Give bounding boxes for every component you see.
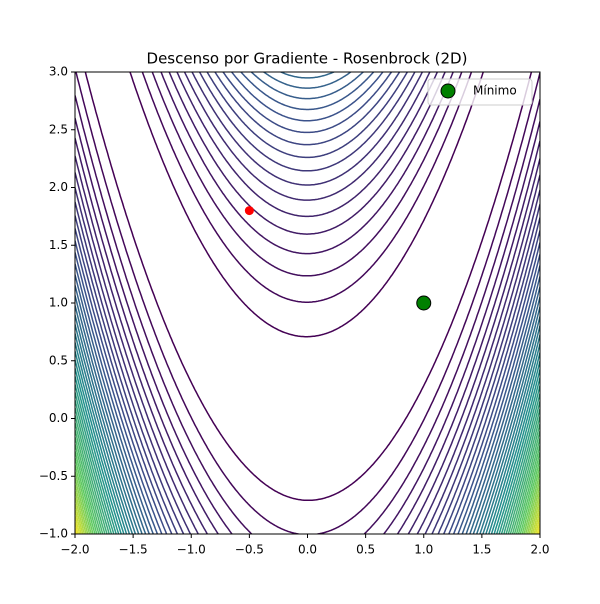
contour-line: [75, 415, 540, 534]
contour-line: [75, 252, 540, 534]
contour-line: [75, 240, 540, 534]
contour-line: [250, 72, 365, 100]
contour-line: [214, 72, 401, 146]
contour-line: [151, 72, 463, 277]
contour-line: [75, 342, 540, 534]
x-tick-label: −2.0: [60, 543, 89, 557]
contour-line: [75, 451, 540, 534]
x-tick-label: 2.0: [530, 543, 549, 557]
contour-line: [75, 515, 540, 534]
contour-line: [168, 72, 446, 235]
legend-marker: [440, 83, 456, 99]
x-tick-label: 1.5: [472, 543, 491, 557]
contour-line: [75, 0, 540, 22]
contour-line: [279, 72, 336, 79]
contour-line: [75, 172, 540, 534]
y-tick-label: 3.0: [49, 65, 68, 79]
contour-line: [129, 72, 485, 338]
contour-line: [262, 72, 353, 89]
contour-line: [75, 201, 540, 534]
y-tick-label: 2.0: [49, 180, 68, 194]
y-tick-label: 0.0: [49, 411, 68, 425]
contour-line: [75, 274, 540, 534]
contour-line: [183, 72, 431, 201]
contour-line: [160, 72, 454, 255]
contour-line: [75, 0, 540, 14]
chart-title: Descenso por Gradiente - Rosenbrock (2D): [147, 50, 468, 68]
x-tick-label: 1.0: [414, 543, 433, 557]
contour-line: [75, 0, 540, 5]
y-tick-label: −1.0: [39, 527, 68, 541]
y-tick-label: 2.5: [49, 122, 68, 136]
contour-line: [75, 215, 540, 534]
contour-line: [75, 437, 540, 534]
contour-line: [75, 368, 540, 534]
contour-line: [230, 72, 384, 122]
contour-line: [239, 72, 375, 111]
contour-line: [191, 72, 424, 186]
contour-line: [75, 117, 540, 534]
contour-line: [75, 228, 540, 534]
y-tick-label: −0.5: [39, 469, 68, 483]
contour-line: [141, 72, 473, 303]
contour-line: [75, 477, 540, 534]
contour-line: [75, 0, 540, 31]
contour-line: [75, 263, 540, 534]
point: [244, 206, 254, 216]
point: [416, 295, 432, 311]
legend-label: Mínimo: [473, 84, 517, 98]
contour-line: [75, 72, 540, 534]
contour-line: [75, 187, 540, 534]
contour-line: [176, 72, 439, 218]
contour-line: [75, 0, 540, 49]
x-tick-label: 0.0: [298, 543, 317, 557]
contour-line: [75, 324, 540, 534]
y-tick-label: 1.0: [49, 296, 68, 310]
x-tick-label: 0.5: [356, 543, 375, 557]
contour-line: [75, 137, 540, 534]
x-tick-label: −0.5: [235, 543, 264, 557]
y-tick-label: 0.5: [49, 353, 68, 367]
contour-line: [84, 72, 533, 502]
contour-line: [206, 72, 409, 159]
contour-line: [198, 72, 416, 172]
contour-line: [75, 155, 540, 534]
legend-box: [427, 78, 533, 106]
contour-line: [75, 527, 540, 534]
contours: [75, 0, 540, 534]
x-tick-label: −1.5: [119, 543, 148, 557]
y-tick-label: 1.5: [49, 238, 68, 252]
x-tick-label: −1.0: [177, 543, 206, 557]
contour-line: [222, 72, 393, 134]
contour-line: [75, 0, 540, 40]
contour-line: [75, 95, 540, 534]
